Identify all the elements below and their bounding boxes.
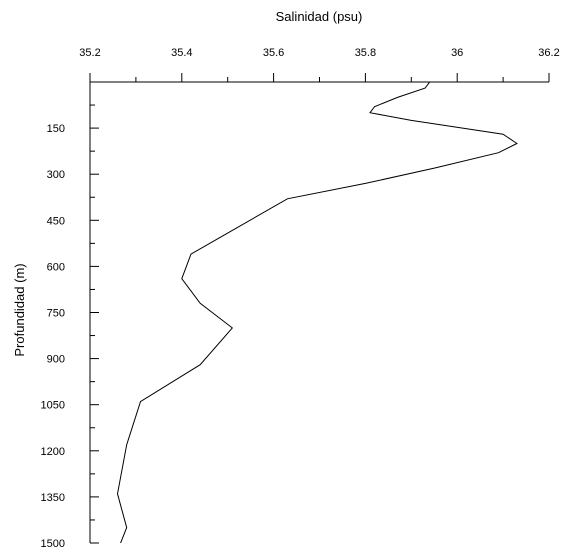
y-tick-label: 600 bbox=[47, 261, 65, 273]
y-tick-label: 300 bbox=[47, 169, 65, 181]
y-axis-title: Profundidad (m) bbox=[12, 263, 27, 356]
x-axis-title: Salinidad (psu) bbox=[276, 9, 363, 24]
y-tick-label: 900 bbox=[47, 354, 65, 366]
y-tick-label: 1350 bbox=[41, 492, 65, 504]
y-tick-label: 1500 bbox=[41, 538, 65, 550]
plot-area bbox=[116, 82, 518, 543]
y-tick-label: 750 bbox=[47, 308, 65, 320]
x-tick-label: 35.2 bbox=[79, 47, 100, 59]
x-tick-label: 35.4 bbox=[171, 47, 192, 59]
x-tick-label: 36 bbox=[451, 47, 463, 59]
salinity-profile-line bbox=[116, 82, 518, 543]
y-tick-label: 1200 bbox=[41, 446, 65, 458]
x-tick-label: 36.2 bbox=[538, 47, 559, 59]
y-tick-label: 450 bbox=[47, 215, 65, 227]
axes: 35.2 35.4 35.6 35.8 36 36.2 150 300 450 600 750 900… bbox=[41, 47, 560, 550]
x-tick-label: 35.6 bbox=[263, 47, 284, 59]
y-tick-label: 150 bbox=[47, 123, 65, 135]
y-tick-label: 1050 bbox=[41, 400, 65, 412]
x-tick-label: 35.8 bbox=[355, 47, 376, 59]
